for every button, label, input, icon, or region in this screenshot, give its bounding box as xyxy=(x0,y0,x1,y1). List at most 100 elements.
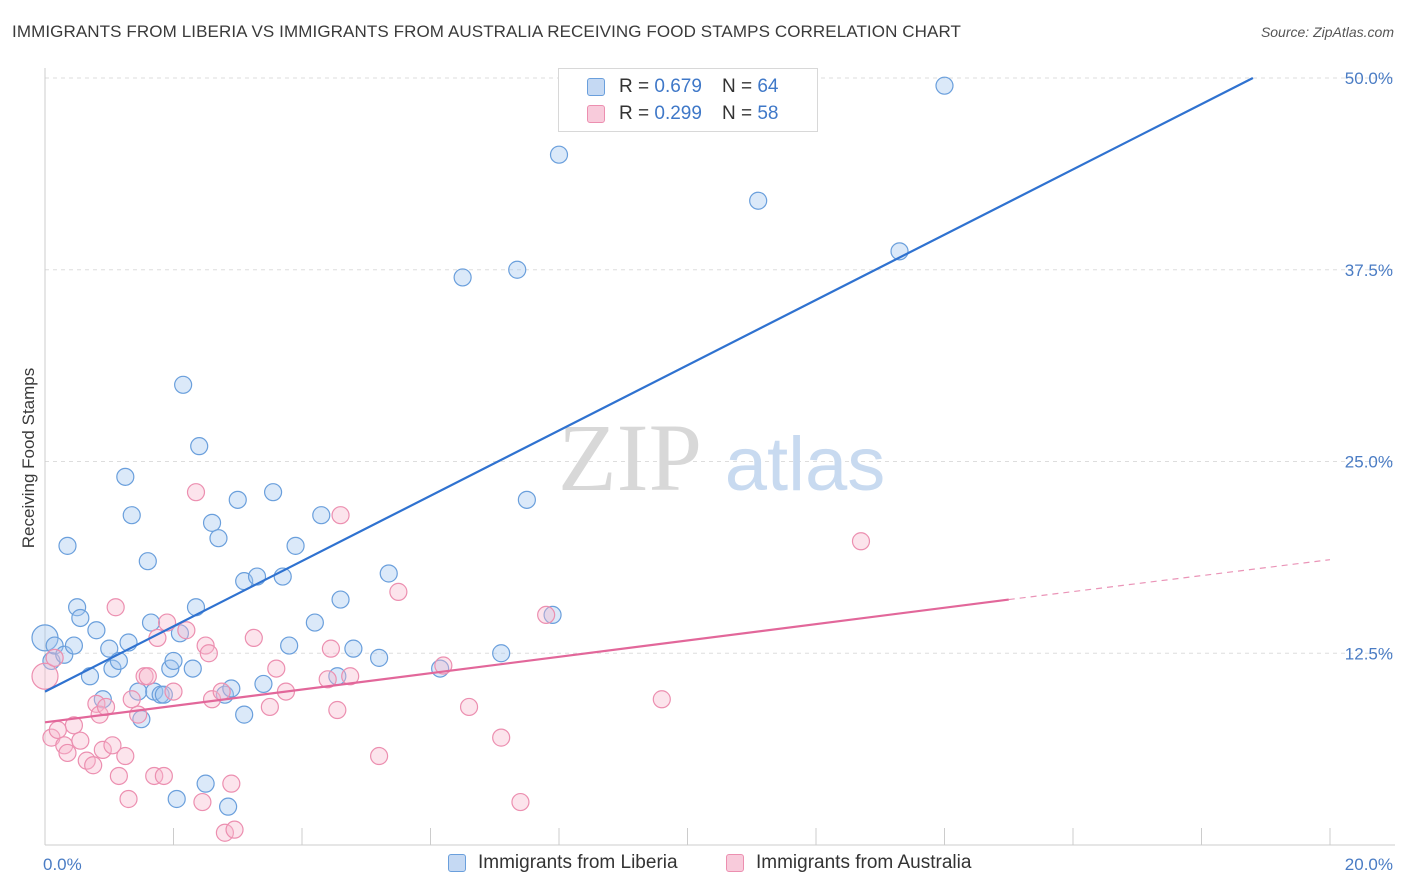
legend-r-value: 0.299 xyxy=(654,103,702,124)
trend-lines xyxy=(44,77,1331,724)
liberia-point xyxy=(202,513,222,532)
liberia-point xyxy=(116,467,135,486)
legend-swatch-blue xyxy=(587,78,605,96)
australia-point xyxy=(31,662,59,690)
source-credit: Source: ZipAtlas.com xyxy=(1260,24,1394,40)
liberia-point xyxy=(935,76,954,95)
australia-trend-extension xyxy=(1008,559,1331,601)
watermark: ZIP atlas xyxy=(558,404,885,511)
australia-point xyxy=(341,667,360,686)
liberia-point xyxy=(87,621,106,640)
liberia-point xyxy=(508,260,527,279)
australia-point xyxy=(138,667,157,686)
australia-point xyxy=(193,792,212,812)
australia-point xyxy=(119,789,138,809)
australia-point xyxy=(122,690,141,709)
australia-point xyxy=(103,736,122,755)
liberia-point xyxy=(331,590,350,609)
australia-point xyxy=(154,766,173,786)
legend-n-value: 64 xyxy=(757,76,779,97)
liberia-point xyxy=(344,639,363,658)
australia-point xyxy=(389,582,408,601)
tick-labels: 12.5% 25.0% 37.5% 50.0% 0.0% 20.0% xyxy=(43,69,1393,874)
legend-r-label: R = xyxy=(619,103,650,124)
legend-label-australia: Immigrants from Australia xyxy=(756,852,972,873)
liberia-point xyxy=(58,536,77,555)
legend-swatch-blue xyxy=(448,854,466,872)
australia-point xyxy=(71,731,90,750)
liberia-point xyxy=(517,490,536,509)
liberia-point xyxy=(749,191,768,210)
australia-point xyxy=(511,792,530,812)
liberia-point xyxy=(186,598,206,617)
liberia-point xyxy=(164,651,183,671)
australia-point xyxy=(492,728,511,747)
australia-point xyxy=(64,716,84,735)
liberia-point xyxy=(305,613,324,632)
liberia-point xyxy=(492,644,511,663)
correlation-legend: R = 0.679 N = 64 R = 0.299 N = 58 xyxy=(558,68,818,132)
liberia-point xyxy=(190,437,209,456)
liberia-point xyxy=(286,536,305,555)
y-tick-label: 25.0% xyxy=(1345,453,1393,472)
series-liberia-points xyxy=(31,76,954,816)
axes xyxy=(44,68,1395,846)
australia-point xyxy=(370,746,389,766)
legend-item-australia: Immigrants from Australia xyxy=(726,852,971,874)
liberia-point xyxy=(68,598,87,617)
australia-point xyxy=(652,690,671,709)
legend-r-value: 0.679 xyxy=(654,76,702,97)
australia-point xyxy=(244,628,263,648)
y-axis-label: Receiving Food Stamps xyxy=(19,368,38,548)
chart-title: IMMIGRANTS FROM LIBERIA VS IMMIGRANTS FR… xyxy=(12,22,962,41)
australia-point xyxy=(164,682,183,701)
liberia-point xyxy=(138,552,157,571)
liberia-point xyxy=(543,605,562,625)
liberia-point xyxy=(379,564,398,583)
australia-point xyxy=(537,605,556,625)
liberia-point xyxy=(254,674,273,694)
australia-point xyxy=(106,598,125,617)
australia-point xyxy=(331,506,350,525)
australia-point xyxy=(199,644,218,663)
australia-point xyxy=(328,700,347,720)
grid xyxy=(45,77,1395,654)
liberia-point xyxy=(263,483,283,502)
australia-point xyxy=(318,670,337,689)
australia-point xyxy=(267,659,286,678)
australia-point xyxy=(851,532,871,551)
legend-n-label: N = xyxy=(721,76,753,97)
liberia-point xyxy=(167,789,186,809)
liberia-point xyxy=(453,268,472,287)
liberia-point xyxy=(100,639,119,658)
x-tick-label-max: 20.0% xyxy=(1345,855,1393,874)
liberia-point xyxy=(183,659,202,678)
australia-point xyxy=(109,766,128,786)
legend-n-label: N = xyxy=(721,103,753,124)
australia-point xyxy=(58,743,77,763)
australia-point xyxy=(84,756,103,775)
watermark-zip: ZIP xyxy=(558,404,702,511)
australia-point xyxy=(93,740,112,759)
liberia-point xyxy=(196,774,215,793)
liberia-point xyxy=(228,490,247,509)
australia-point xyxy=(116,746,135,766)
y-tick-label: 37.5% xyxy=(1345,261,1393,280)
australia-point xyxy=(225,820,244,839)
australia-point xyxy=(222,774,241,793)
liberia-point xyxy=(141,613,161,632)
watermark-atlas: atlas xyxy=(725,422,886,507)
legend-row-liberia: R = 0.679 N = 64 xyxy=(587,75,778,99)
liberia-point xyxy=(312,506,331,525)
liberia-point xyxy=(209,529,228,548)
liberia-trend-line xyxy=(44,77,1254,693)
australia-point xyxy=(45,648,64,667)
x-tick-label-min: 0.0% xyxy=(43,855,82,874)
liberia-point xyxy=(174,375,193,394)
legend-item-liberia: Immigrants from Liberia xyxy=(448,852,678,874)
australia-trend-line xyxy=(44,598,1009,724)
australia-point xyxy=(186,483,206,502)
australia-point xyxy=(260,697,279,717)
australia-point xyxy=(212,682,231,701)
